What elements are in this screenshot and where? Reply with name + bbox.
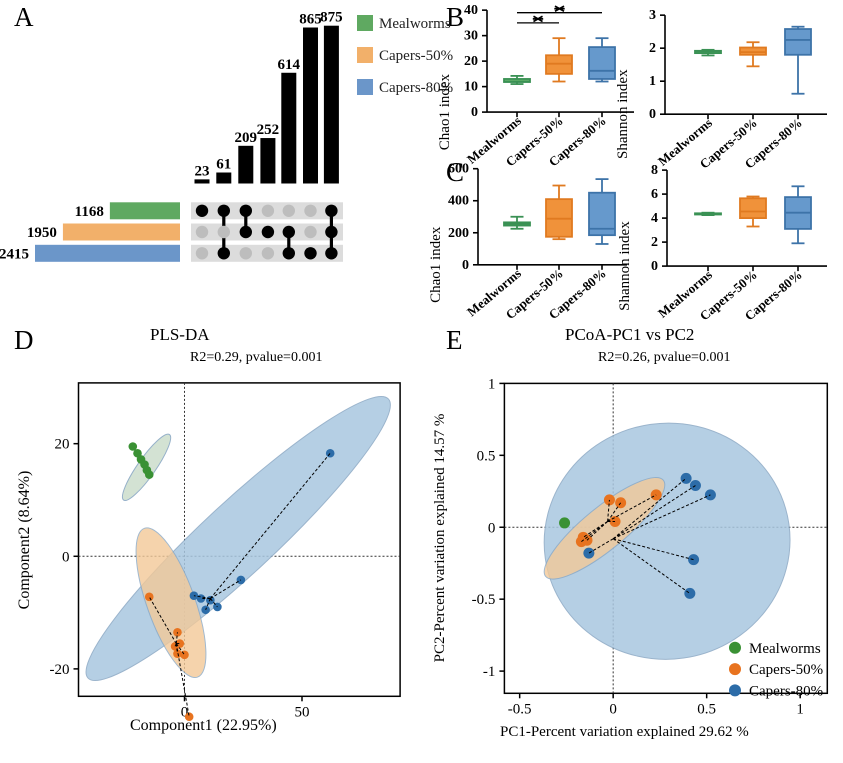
- svg-text:-0.5: -0.5: [472, 592, 496, 608]
- svg-text:0: 0: [62, 549, 70, 565]
- svg-text:0: 0: [488, 520, 496, 536]
- svg-text:200: 200: [448, 226, 469, 241]
- svg-text:Capers-80%: Capers-80%: [749, 683, 823, 699]
- svg-text:1: 1: [796, 701, 804, 717]
- svg-text:-20: -20: [50, 662, 70, 678]
- svg-text:0: 0: [609, 701, 617, 717]
- svg-text:Chao1 index: Chao1 index: [437, 73, 453, 150]
- svg-text:0: 0: [471, 105, 478, 120]
- svg-text:1: 1: [488, 376, 496, 392]
- svg-text:3: 3: [649, 8, 656, 23]
- svg-text:2: 2: [649, 41, 656, 56]
- svg-text:Capers-50%: Capers-50%: [749, 662, 823, 678]
- svg-text:8: 8: [651, 163, 658, 178]
- svg-text:0.5: 0.5: [477, 448, 496, 464]
- svg-text:1: 1: [649, 74, 656, 89]
- svg-text:50: 50: [295, 704, 310, 720]
- svg-text:40: 40: [464, 3, 478, 18]
- svg-text:10: 10: [464, 80, 478, 95]
- svg-text:0: 0: [651, 259, 658, 274]
- svg-text:4: 4: [651, 211, 658, 226]
- svg-text:0: 0: [462, 258, 469, 273]
- svg-text:20: 20: [55, 437, 70, 453]
- svg-text:30: 30: [464, 29, 478, 44]
- svg-text:Chao1 index: Chao1 index: [428, 226, 444, 303]
- svg-text:Mealworms: Mealworms: [749, 641, 821, 657]
- svg-text:600: 600: [448, 162, 469, 177]
- svg-text:Shannon index: Shannon index: [615, 69, 631, 159]
- svg-text:0: 0: [649, 107, 656, 122]
- svg-text:-1: -1: [483, 664, 496, 680]
- svg-text:-0.5: -0.5: [508, 701, 532, 717]
- svg-text:Shannon index: Shannon index: [617, 221, 633, 311]
- svg-text:20: 20: [464, 54, 478, 69]
- svg-text:400: 400: [448, 194, 469, 209]
- svg-text:2: 2: [651, 235, 658, 250]
- svg-text:0.5: 0.5: [697, 701, 716, 717]
- svg-text:6: 6: [651, 187, 658, 202]
